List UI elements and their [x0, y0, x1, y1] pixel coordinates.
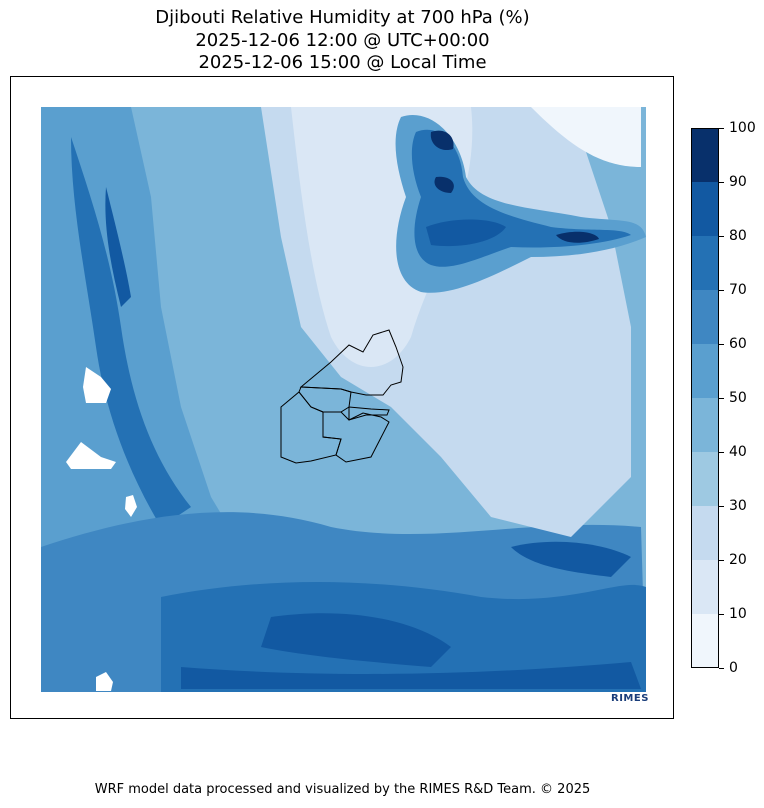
colorbar-tick-mark: [719, 290, 724, 291]
colorbar-tick-mark: [719, 182, 724, 183]
colorbar-segment: [691, 236, 719, 290]
field-northeast-core: [426, 219, 506, 247]
colorbar-tick-label: 10: [729, 606, 747, 622]
colorbar: [691, 128, 719, 668]
colorbar-tick-mark: [719, 344, 724, 345]
field-south-edge: [181, 662, 641, 689]
colorbar-segment: [691, 452, 719, 506]
missing-data-patch: [66, 442, 116, 469]
colorbar-segment: [691, 344, 719, 398]
colorbar-tick-mark: [719, 614, 724, 615]
colorbar-tick-label: 20: [729, 552, 747, 568]
colorbar-tick-mark: [719, 452, 724, 453]
colorbar-tick-mark: [719, 128, 724, 129]
rimes-logo: RIMES: [611, 693, 649, 704]
field-northeast-peak-2: [434, 176, 454, 193]
colorbar-tick-label: 90: [729, 174, 747, 190]
colorbar-tick-mark: [719, 398, 724, 399]
colorbar-tick-label: 30: [729, 498, 747, 514]
colorbar-tick-label: 50: [729, 390, 747, 406]
colorbar-segment: [691, 128, 719, 182]
missing-data-patch: [125, 495, 137, 517]
region-ali-sabieh: [322, 411, 390, 463]
colorbar-tick-label: 60: [729, 336, 747, 352]
field-south-core: [261, 613, 451, 667]
colorbar-tick-mark: [719, 560, 724, 561]
map-title: Djibouti Relative Humidity at 700 hPa (%…: [155, 7, 530, 28]
colorbar-tick-mark: [719, 668, 724, 669]
colorbar-segment: [691, 560, 719, 614]
colorbar-tick-label: 100: [729, 120, 756, 136]
colorbar-segment: [691, 398, 719, 452]
colorbar-segment: [691, 506, 719, 560]
colorbar-tick-mark: [719, 236, 724, 237]
djibouti-borders: [280, 329, 404, 464]
missing-data-patch: [83, 367, 111, 403]
colorbar-tick-label: 70: [729, 282, 747, 298]
colorbar-tick-label: 0: [729, 660, 738, 676]
colorbar-segment: [691, 290, 719, 344]
field-southeast-core: [511, 541, 631, 577]
humidity-map: [41, 107, 646, 692]
colorbar-segment: [691, 614, 719, 668]
local-time: 2025-12-06 15:00 @ Local Time: [198, 52, 487, 73]
colorbar-border: [691, 128, 719, 668]
colorbar-tick-label: 80: [729, 228, 747, 244]
field-west-ridge: [71, 137, 191, 527]
field-west-core: [105, 187, 131, 307]
colorbar-tick-mark: [719, 506, 724, 507]
utc-time: 2025-12-06 12:00 @ UTC+00:00: [195, 30, 490, 51]
field-northeast-driest: [531, 107, 641, 167]
footer-credit: WRF model data processed and visualized …: [94, 782, 591, 797]
missing-data-patch: [96, 672, 113, 691]
colorbar-tick-label: 40: [729, 444, 747, 460]
map-frame: [10, 76, 674, 719]
region-obock: [299, 329, 404, 396]
region-djibouti-city: [348, 406, 390, 421]
field-east-peak: [556, 231, 599, 243]
field-northeast-peak: [430, 130, 454, 151]
colorbar-segment: [691, 182, 719, 236]
